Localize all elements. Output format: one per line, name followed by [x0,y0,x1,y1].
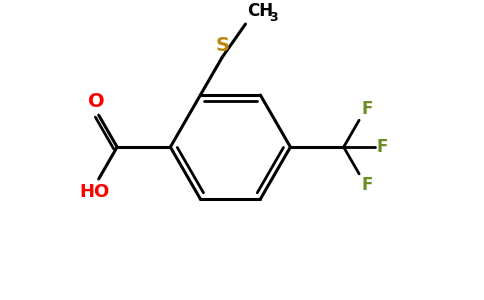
Text: 3: 3 [269,11,277,24]
Text: S: S [215,36,229,56]
Text: CH: CH [247,2,273,20]
Text: F: F [377,138,388,156]
Text: O: O [88,92,104,111]
Text: F: F [361,176,373,194]
Text: HO: HO [80,183,110,201]
Text: F: F [361,100,373,118]
